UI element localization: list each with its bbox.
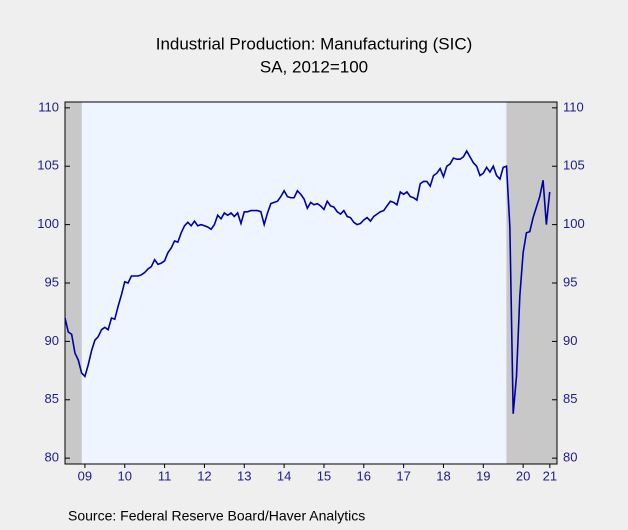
y-tick-label: 100 [37,216,59,231]
series-line [64,149,551,414]
y-tick-label: 85 [45,391,59,406]
y2-tick-label: 90 [563,333,577,348]
y2-tick-label: 80 [563,450,577,465]
y2-tick-label: 95 [563,274,577,289]
recession-shade [65,102,82,464]
x-tick-label: 17 [396,468,410,483]
x-tick-label: 15 [317,468,331,483]
y-tick-label: 110 [38,99,59,114]
y2-tick-label: 105 [563,158,585,173]
x-tick-label: 12 [197,468,211,483]
chart-title: Industrial Production: Manufacturing (SI… [156,34,473,53]
y2-tick-label: 110 [563,99,584,114]
plot-area [65,102,557,464]
source: Source: Federal Reserve Board/Haver Anal… [68,508,365,524]
x-tick-label: 11 [158,468,172,483]
x-tick-label: 19 [476,468,490,483]
y-tick-label: 105 [37,158,59,173]
y-tick-label: 95 [45,274,59,289]
y-tick-label: 80 [45,450,59,465]
x-tick-label: 20 [516,468,530,483]
x-tick-label: 13 [237,468,251,483]
x-tick-label: 10 [118,468,132,483]
y2-tick-label: 85 [563,391,577,406]
chart-subtitle: SA, 2012=100 [260,57,368,76]
y-tick-label: 90 [45,333,59,348]
x-tick-label: 18 [436,468,450,483]
x-tick-label: 21 [543,468,557,483]
y2-tick-label: 100 [563,216,585,231]
x-tick-label: 09 [78,468,92,483]
x-tick-label: 16 [357,468,371,483]
x-tick-label: 14 [277,468,291,483]
